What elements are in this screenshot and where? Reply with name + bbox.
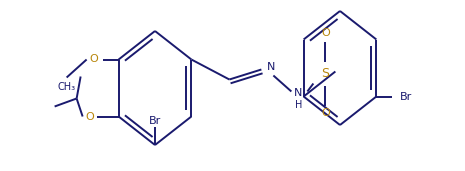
Text: CH₃: CH₃ <box>58 82 76 93</box>
Text: O: O <box>321 109 330 119</box>
Text: H: H <box>295 100 302 109</box>
Text: N: N <box>267 62 276 73</box>
Text: O: O <box>321 29 330 38</box>
Text: Br: Br <box>400 91 412 102</box>
Text: S: S <box>321 67 329 80</box>
Text: O: O <box>89 55 98 64</box>
Text: Br: Br <box>149 116 161 126</box>
Text: O: O <box>85 111 94 122</box>
Text: N: N <box>294 89 303 98</box>
